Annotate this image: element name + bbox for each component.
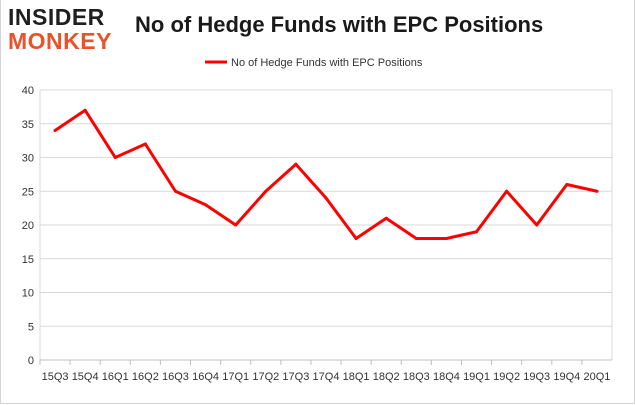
x-tick-label: 16Q4 (192, 371, 219, 383)
logo-line1: INSIDER (8, 4, 105, 30)
x-tick-label: 18Q2 (373, 371, 400, 383)
y-tick-label: 15 (22, 254, 34, 266)
data-point (234, 223, 238, 227)
data-point (173, 189, 177, 193)
data-point (414, 237, 418, 240)
data-point (595, 189, 599, 193)
y-tick-label: 25 (22, 186, 34, 198)
data-point (324, 196, 328, 200)
data-point (444, 237, 448, 240)
data-point (475, 230, 479, 234)
data-point (384, 216, 388, 220)
x-tick-label: 19Q4 (553, 371, 580, 383)
y-tick-label: 40 (22, 85, 34, 97)
series-line (53, 108, 599, 240)
grid-lines (39, 89, 613, 361)
insider-monkey-logo: INSIDER MONKEY (8, 6, 112, 53)
y-tick-label: 30 (22, 153, 34, 165)
data-point (354, 237, 358, 240)
y-tick-label: 35 (22, 119, 34, 131)
legend-label: No of Hedge Funds with EPC Positions (231, 57, 423, 69)
chart-title: No of Hedge Funds with EPC Positions (135, 12, 544, 37)
x-tick-label: 18Q1 (343, 371, 370, 383)
y-tick-label: 20 (22, 220, 34, 232)
axes (39, 359, 612, 365)
data-point (264, 189, 268, 193)
y-tick-label: 5 (28, 321, 34, 333)
x-tick-label: 18Q4 (433, 371, 460, 383)
data-point (204, 203, 208, 207)
data-point (294, 162, 298, 166)
x-tick-label: 16Q2 (132, 371, 159, 383)
legend: No of Hedge Funds with EPC Positions (205, 57, 423, 69)
y-tick-label: 0 (28, 355, 34, 367)
data-point (113, 156, 117, 159)
x-tick-label: 16Q1 (102, 371, 129, 383)
x-tick-label: 19Q2 (493, 371, 520, 383)
x-tick-labels: 15Q3 15Q4 16Q1 16Q2 16Q3 16Q4 17Q1 17Q2 17Q3 17Q4… (42, 371, 611, 383)
series-group (53, 108, 599, 240)
y-tick-label: 10 (22, 288, 34, 300)
data-point (143, 142, 147, 146)
x-tick-label: 20Q1 (583, 371, 610, 383)
data-point (565, 183, 569, 186)
x-tick-label: 17Q3 (282, 371, 309, 383)
data-point (535, 223, 539, 227)
data-point (505, 189, 509, 193)
x-tick-label: 15Q4 (72, 371, 99, 383)
y-tick-labels: 0 5 10 15 20 25 30 35 40 (22, 85, 34, 367)
x-tick-label: 17Q4 (313, 371, 340, 383)
x-tick-label: 17Q2 (252, 371, 279, 383)
x-tick-label: 19Q1 (463, 371, 490, 383)
x-tick-label: 19Q3 (523, 371, 550, 383)
x-tick-label: 16Q3 (162, 371, 189, 383)
data-point (83, 108, 87, 112)
x-tick-label: 17Q1 (222, 371, 249, 383)
logo-line2: MONKEY (8, 28, 112, 54)
x-tick-label: 18Q3 (403, 371, 430, 383)
x-tick-label: 15Q3 (42, 371, 69, 383)
data-point (53, 129, 57, 132)
